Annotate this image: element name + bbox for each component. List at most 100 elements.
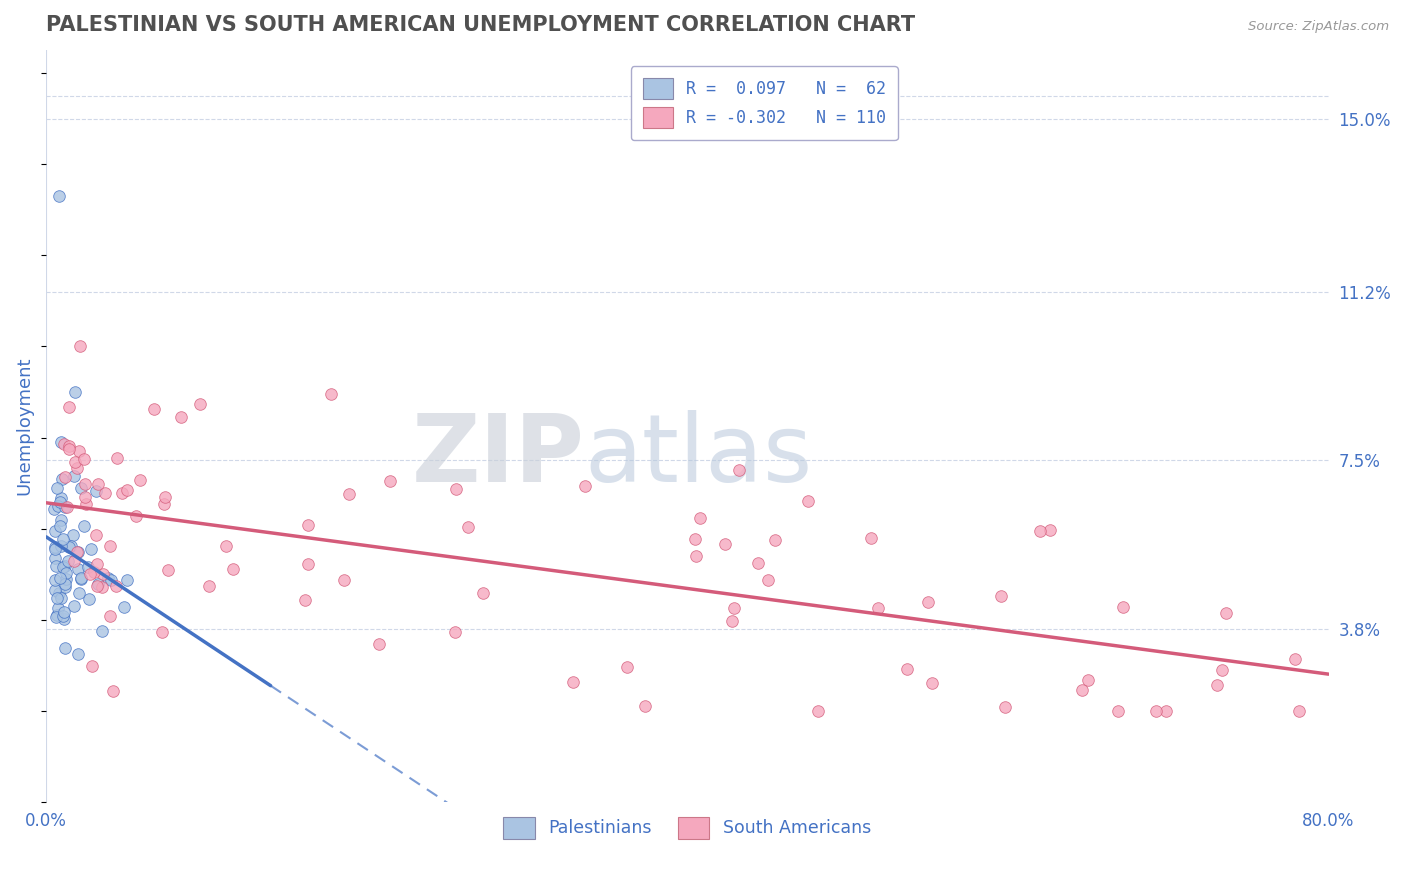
Point xyxy=(49,491,72,505)
Point xyxy=(63,554,86,568)
Point xyxy=(921,676,943,690)
Point xyxy=(62,468,84,483)
Point xyxy=(49,571,72,585)
Point xyxy=(1156,704,1178,718)
Point xyxy=(616,659,638,673)
Point xyxy=(714,536,737,550)
Point xyxy=(44,550,66,565)
Point xyxy=(153,497,176,511)
Point xyxy=(129,473,152,487)
Point xyxy=(117,483,139,497)
Text: Source: ZipAtlas.com: Source: ZipAtlas.com xyxy=(1249,20,1389,33)
Point xyxy=(685,549,707,564)
Point xyxy=(49,434,72,449)
Point xyxy=(156,564,179,578)
Point xyxy=(46,591,69,606)
Point xyxy=(53,640,76,655)
Point xyxy=(153,490,176,504)
Point xyxy=(689,511,711,525)
Point xyxy=(56,554,79,568)
Text: atlas: atlas xyxy=(585,410,813,502)
Point xyxy=(634,699,657,714)
Point xyxy=(66,545,89,559)
Y-axis label: Unemployment: Unemployment xyxy=(15,357,32,495)
Point xyxy=(859,532,882,546)
Point xyxy=(87,477,110,491)
Point xyxy=(44,524,66,538)
Point xyxy=(1206,678,1229,692)
Point xyxy=(378,474,401,488)
Point xyxy=(46,600,69,615)
Point xyxy=(683,532,706,546)
Point xyxy=(868,600,890,615)
Point xyxy=(58,400,80,414)
Point xyxy=(297,518,319,533)
Point xyxy=(52,532,75,546)
Point xyxy=(73,490,96,504)
Point xyxy=(1111,599,1133,614)
Point xyxy=(66,545,89,559)
Point xyxy=(49,519,72,533)
Point xyxy=(75,477,97,491)
Point xyxy=(51,591,73,605)
Point xyxy=(562,674,585,689)
Point xyxy=(294,592,316,607)
Point xyxy=(56,500,79,514)
Point xyxy=(62,528,84,542)
Point xyxy=(60,539,83,553)
Point xyxy=(97,571,120,585)
Point xyxy=(46,500,69,514)
Point xyxy=(796,493,818,508)
Point xyxy=(53,612,76,626)
Point xyxy=(86,558,108,572)
Point xyxy=(1215,606,1237,620)
Text: ZIP: ZIP xyxy=(412,410,585,502)
Point xyxy=(53,558,76,573)
Point xyxy=(337,487,360,501)
Point xyxy=(756,574,779,588)
Point xyxy=(65,461,87,475)
Point xyxy=(1288,704,1310,718)
Point xyxy=(52,437,75,451)
Point xyxy=(45,610,67,624)
Point xyxy=(444,625,467,640)
Point xyxy=(807,704,830,718)
Point xyxy=(368,637,391,651)
Point xyxy=(990,589,1012,603)
Point xyxy=(80,659,103,673)
Point xyxy=(215,539,238,553)
Point xyxy=(91,580,114,594)
Point xyxy=(53,470,76,484)
Point xyxy=(45,481,67,495)
Point xyxy=(190,397,212,411)
Point xyxy=(63,384,86,399)
Point xyxy=(1144,704,1167,718)
Point xyxy=(55,500,77,515)
Point xyxy=(73,452,96,467)
Point xyxy=(111,486,134,500)
Point xyxy=(1071,683,1094,698)
Point xyxy=(63,599,86,613)
Point xyxy=(51,472,73,486)
Point xyxy=(48,586,70,600)
Point xyxy=(53,580,76,594)
Point xyxy=(86,577,108,591)
Point xyxy=(1107,704,1129,718)
Point xyxy=(721,614,744,628)
Point xyxy=(69,481,91,495)
Text: PALESTINIAN VS SOUTH AMERICAN UNEMPLOYMENT CORRELATION CHART: PALESTINIAN VS SOUTH AMERICAN UNEMPLOYME… xyxy=(46,15,915,35)
Point xyxy=(471,586,494,600)
Point xyxy=(55,566,77,580)
Point xyxy=(1077,673,1099,688)
Point xyxy=(45,558,67,573)
Point xyxy=(115,574,138,588)
Point xyxy=(69,572,91,586)
Point xyxy=(457,520,479,534)
Legend: Palestinians, South Americans: Palestinians, South Americans xyxy=(496,810,879,846)
Point xyxy=(49,495,72,509)
Point xyxy=(91,566,114,581)
Point xyxy=(86,579,108,593)
Point xyxy=(53,577,76,591)
Point xyxy=(1029,524,1052,538)
Point xyxy=(198,579,221,593)
